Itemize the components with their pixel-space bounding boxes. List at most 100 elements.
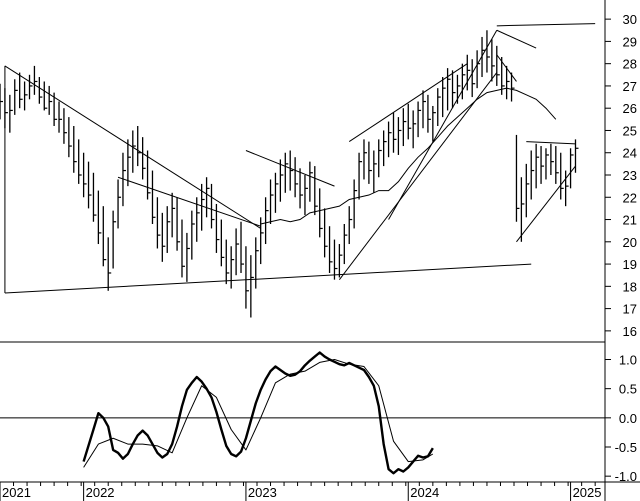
price-bar bbox=[432, 105, 436, 142]
price-y-tick-label: 17 bbox=[623, 302, 637, 317]
price-bar bbox=[442, 77, 446, 118]
price-bar bbox=[23, 81, 28, 111]
osc-y-tick-label: 0.0 bbox=[619, 411, 637, 426]
price-bar bbox=[132, 130, 136, 173]
price-bar bbox=[68, 117, 72, 158]
price-bar bbox=[545, 148, 549, 180]
price-bar bbox=[407, 103, 412, 140]
price-bar bbox=[186, 232, 190, 282]
price-bar bbox=[343, 223, 348, 265]
price-bar bbox=[43, 81, 48, 111]
price-bar bbox=[417, 101, 422, 138]
price-bar bbox=[146, 150, 151, 200]
oscillator-main-line bbox=[82, 351, 434, 475]
price-bar bbox=[260, 217, 264, 265]
price-y-tick-label: 22 bbox=[623, 190, 637, 205]
price-bar bbox=[392, 112, 397, 153]
moving-average-line bbox=[260, 87, 557, 225]
price-bar bbox=[412, 110, 417, 149]
trend-line bbox=[388, 30, 498, 220]
osc-y-tick-label: 0.5 bbox=[619, 382, 637, 397]
price-bar bbox=[491, 39, 495, 82]
price-bar bbox=[338, 244, 343, 278]
price-bar bbox=[314, 166, 318, 216]
price-bar bbox=[235, 228, 240, 276]
price-bar bbox=[397, 117, 402, 155]
price-bar bbox=[230, 246, 235, 289]
price-bar bbox=[535, 143, 540, 189]
price-y-tick-label: 20 bbox=[623, 235, 637, 250]
price-y-tick-label: 28 bbox=[623, 57, 637, 72]
price-bar bbox=[220, 219, 225, 267]
price-bar bbox=[269, 179, 274, 224]
x-axis-tick-label: 2021 bbox=[2, 485, 31, 500]
price-bar bbox=[323, 208, 328, 258]
trend-line bbox=[348, 63, 468, 143]
price-bar bbox=[156, 197, 161, 249]
price-bar bbox=[240, 221, 245, 273]
price-bar bbox=[540, 146, 545, 184]
price-bar bbox=[353, 179, 358, 229]
price-bar bbox=[73, 126, 77, 173]
price-bar bbox=[486, 30, 490, 73]
price-bar bbox=[245, 246, 249, 309]
price-bar bbox=[161, 212, 166, 262]
price-bar bbox=[63, 108, 67, 144]
price-y-tick-label: 16 bbox=[623, 324, 637, 339]
price-bar bbox=[510, 72, 515, 102]
price-bar bbox=[205, 177, 210, 218]
x-axis-tick-label: 2023 bbox=[248, 485, 277, 500]
price-bar bbox=[373, 150, 377, 193]
price-bar bbox=[515, 134, 520, 222]
price-bar bbox=[368, 141, 372, 184]
price-bar bbox=[92, 172, 97, 222]
price-bar bbox=[358, 152, 363, 200]
price-y-tick-label: 23 bbox=[623, 168, 637, 183]
osc-y-tick-label: -1.0 bbox=[615, 469, 637, 484]
price-bar bbox=[550, 143, 554, 175]
price-bar bbox=[383, 130, 387, 167]
trend-line bbox=[117, 176, 261, 227]
price-bar bbox=[427, 94, 431, 133]
price-panel bbox=[0, 23, 596, 318]
price-y-tick-label: 18 bbox=[623, 279, 637, 294]
price-bar bbox=[102, 206, 107, 267]
price-bar bbox=[191, 210, 195, 260]
price-bar bbox=[466, 54, 471, 91]
price-y-tick-label: 30 bbox=[623, 12, 637, 27]
price-bar bbox=[181, 219, 185, 278]
price-bar bbox=[496, 45, 500, 86]
price-bar bbox=[378, 139, 382, 178]
price-bar bbox=[122, 152, 126, 207]
price-bar bbox=[58, 101, 63, 133]
price-bar bbox=[117, 179, 122, 229]
price-bar bbox=[97, 190, 102, 245]
trend-line bbox=[4, 263, 532, 294]
trend-line bbox=[338, 72, 498, 280]
price-bar bbox=[461, 63, 466, 100]
x-axis-tick-label: 2025 bbox=[573, 485, 602, 500]
price-bar bbox=[0, 83, 3, 120]
trend-line bbox=[516, 165, 576, 243]
price-bar bbox=[215, 203, 220, 253]
price-bar bbox=[14, 79, 18, 115]
oscillator-signal-line bbox=[83, 359, 434, 468]
trend-line bbox=[4, 65, 261, 229]
price-bar bbox=[274, 172, 279, 213]
price-bar bbox=[137, 126, 141, 167]
price-bar bbox=[387, 121, 392, 158]
price-bar bbox=[279, 159, 284, 202]
price-bar bbox=[28, 74, 33, 100]
price-bar bbox=[171, 192, 176, 238]
price-y-tick-label: 19 bbox=[623, 257, 637, 272]
price-bar bbox=[151, 170, 156, 224]
price-bar bbox=[560, 152, 564, 200]
price-bar bbox=[569, 148, 574, 189]
price-bar bbox=[348, 206, 353, 245]
price-bar bbox=[520, 177, 525, 242]
price-bar bbox=[201, 183, 205, 231]
price-bar bbox=[38, 77, 43, 104]
price-bar bbox=[402, 108, 407, 147]
